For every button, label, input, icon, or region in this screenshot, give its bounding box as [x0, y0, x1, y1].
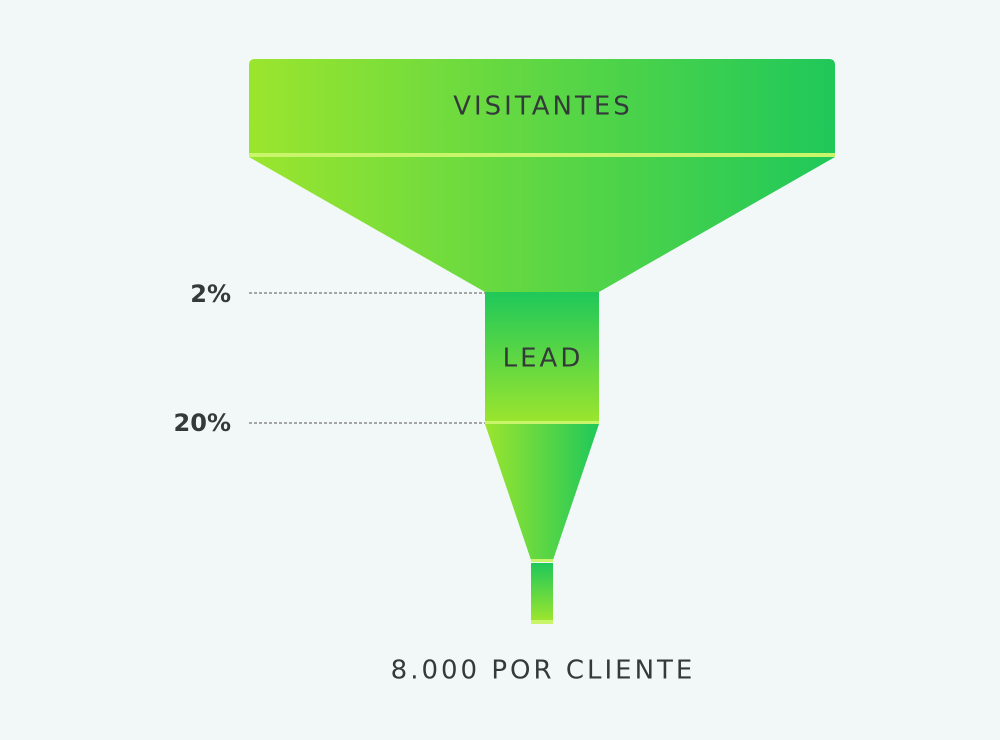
- rate-label: 20%: [174, 409, 231, 437]
- client-block: [531, 563, 553, 620]
- top-block: [249, 59, 835, 155]
- stage-label: LEAD: [503, 344, 584, 374]
- funnel-cone: [485, 424, 599, 560]
- divider: [485, 421, 599, 424]
- divider: [531, 559, 553, 562]
- funnel-cone: [249, 157, 835, 292]
- lead-block: [485, 292, 599, 422]
- rate-label: 2%: [190, 280, 231, 308]
- footer-label: 8.000 POR CLIENTE: [391, 656, 696, 686]
- divider: [249, 153, 835, 157]
- divider: [531, 620, 553, 624]
- stage-label: VISITANTES: [453, 92, 633, 122]
